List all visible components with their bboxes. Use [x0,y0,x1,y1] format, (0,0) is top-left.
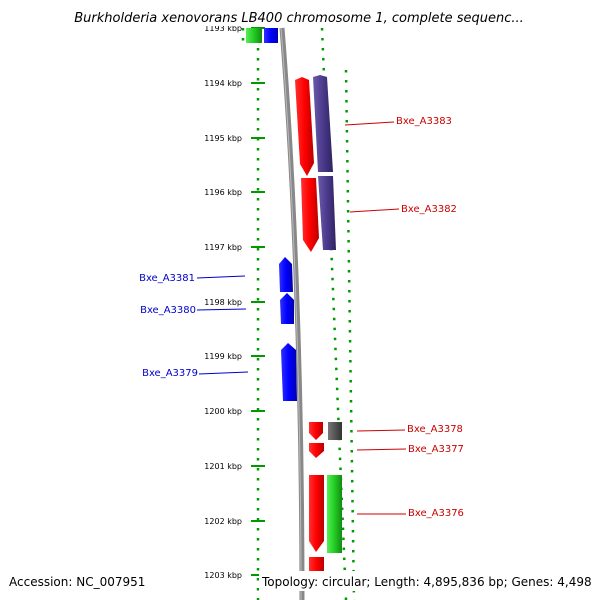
label-leader-line [356,429,406,432]
topology-text: Topology: circular; Length: 4,895,836 bp… [261,575,592,589]
ruler-tick-label: 1201 kbp [204,462,242,471]
gene-feature-green[interactable] [327,475,342,553]
ruler: 1193 kbp 1194 kbp 1195 kbp 1196 kbp 1197… [204,24,265,580]
gene-label-bxe-a3383[interactable]: Bxe_A3383 [396,116,452,127]
gene-feature-purple-upper[interactable] [313,75,333,172]
ruler-tick-label: 1195 kbp [204,134,242,143]
ruler-tick-label: 1202 kbp [204,517,242,526]
gene-feature-blue-top[interactable] [264,28,278,43]
gene-feature-grey[interactable] [328,422,342,440]
label-leader-line [349,208,400,213]
ruler-tick-label-clipped: 1193 kbp [204,24,242,33]
label-leader-line [344,121,395,126]
gene-feature-purple-lower[interactable] [318,176,336,250]
label-leader-line [356,448,407,451]
gene-label-bxe-a3382[interactable]: Bxe_A3382 [401,204,457,215]
gene-feature-green-top[interactable] [246,28,262,43]
gene-feature-bxe-a3376[interactable] [309,475,324,552]
gene-feature-bxe-a3377[interactable] [309,443,324,458]
ruler-tick-label: 1194 kbp [204,79,242,88]
label-leader-line [196,308,247,311]
ruler-tick-label: 1198 kbp [204,298,242,307]
ruler-tick-label: 1203 kbp [204,571,242,580]
accession-text: Accession: NC_007951 [9,575,145,589]
gene-feature-bxe-a3378[interactable] [309,422,323,440]
footer-backdrop-left [4,571,154,591]
gene-label-bxe-a3380[interactable]: Bxe_A3380 [140,305,196,316]
track-boundary-inner-right [344,69,356,600]
gene-label-bxe-a3378[interactable]: Bxe_A3378 [407,424,463,435]
gene-label-bxe-a3381[interactable]: Bxe_A3381 [139,273,195,284]
ruler-tick-label: 1197 kbp [204,243,242,252]
map-title: Burkholderia xenovorans LB400 chromosome… [74,11,524,26]
ruler-tick-label: 1200 kbp [204,407,242,416]
label-leader-line [196,275,246,279]
title-backdrop [0,0,600,26]
chromosome-backbone-highlight [280,27,302,600]
label-leader-line [198,371,249,375]
gene-feature-bxe-a3383[interactable] [295,77,314,176]
chromosome-backbone [279,27,305,600]
gene-label-bxe-a3377[interactable]: Bxe_A3377 [408,444,464,455]
gene-feature-bxe-a3379[interactable] [281,343,297,401]
gene-label-bxe-a3379[interactable]: Bxe_A3379 [142,368,198,379]
footer-backdrop-right [259,571,597,591]
gene-feature-bxe-a3380[interactable] [280,293,294,324]
gene-label-bxe-a3376[interactable]: Bxe_A3376 [408,508,464,519]
ruler-tick-label: 1199 kbp [204,352,242,361]
ruler-tick-label: 1196 kbp [204,188,242,197]
gene-feature-red-bottom[interactable] [309,557,324,575]
gene-feature-bxe-a3382[interactable] [301,178,319,252]
gene-feature-bxe-a3381[interactable] [279,257,293,292]
